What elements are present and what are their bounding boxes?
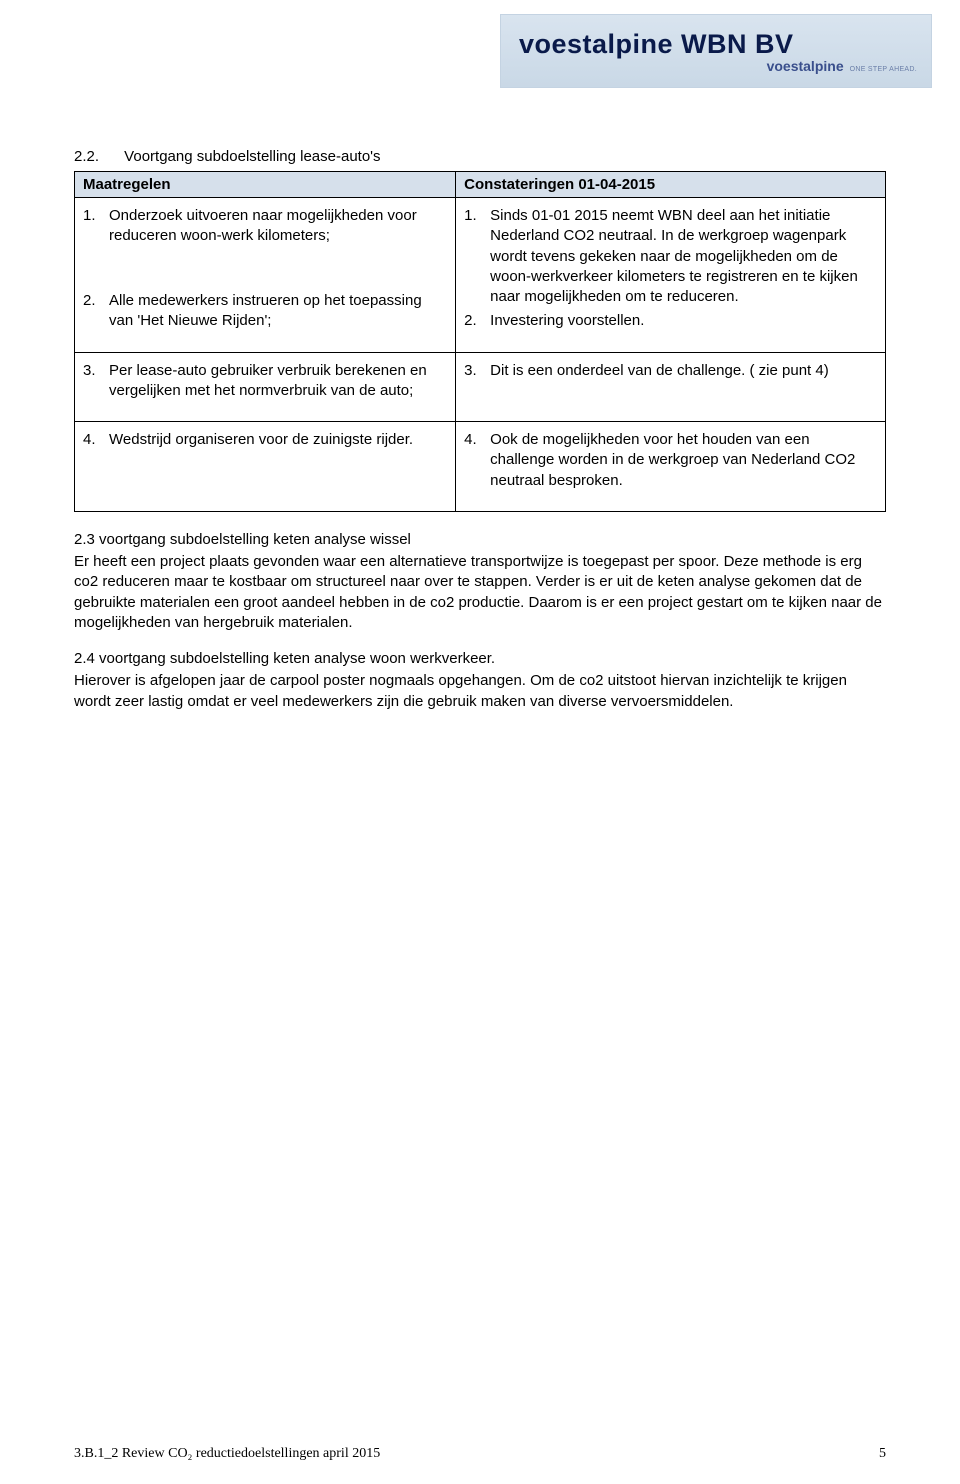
item-number: 4.	[464, 430, 490, 491]
body-text: 2.3 voortgang subdoelstelling keten anal…	[74, 530, 886, 712]
list-item: 1. Onderzoek uitvoeren naar mogelijkhede…	[83, 206, 447, 247]
section-number: 2.2.	[74, 148, 120, 165]
cell-left-4: 4. Wedstrijd organiseren voor de zuinigs…	[75, 422, 456, 512]
logo-main-text: voestalpine WBN BV	[519, 29, 917, 60]
paragraph-23: Er heeft een project plaats gevonden waa…	[74, 552, 886, 633]
cell-right-3: 3. Dit is een onderdeel van de challenge…	[456, 352, 886, 422]
table-row: 3. Per lease-auto gebruiker verbruik ber…	[75, 352, 886, 422]
content: 2.2. Voortgang subdoelstelling lease-aut…	[74, 18, 886, 712]
cell-right-4: 4. Ook de mogelijkheden voor het houden …	[456, 422, 886, 512]
item-text: Alle medewerkers instrueren op het toepa…	[109, 291, 447, 332]
th-constateringen: Constateringen 01-04-2015	[456, 172, 886, 198]
logo-tagline: ONE STEP AHEAD.	[850, 66, 917, 73]
item-text: Dit is een onderdeel van de challenge. (…	[490, 361, 877, 381]
section-title: Voortgang subdoelstelling lease-auto's	[124, 148, 380, 165]
page-footer: 3.B.1_2 Review CO₂ reductiedoelstellinge…	[74, 1446, 886, 1462]
item-number: 1.	[83, 206, 109, 247]
list-item: 1. Sinds 01-01 2015 neemt WBN deel aan h…	[464, 206, 877, 307]
subheading-24: 2.4 voortgang subdoelstelling keten anal…	[74, 649, 886, 669]
cell-left-3: 3. Per lease-auto gebruiker verbruik ber…	[75, 352, 456, 422]
logo-sub-text: voestalpine	[767, 58, 844, 74]
logo-banner: voestalpine WBN BV voestalpine ONE STEP …	[500, 14, 932, 88]
item-number: 3.	[464, 361, 490, 381]
section-heading: 2.2. Voortgang subdoelstelling lease-aut…	[74, 148, 886, 165]
item-text: Per lease-auto gebruiker verbruik bereke…	[109, 361, 447, 402]
subheading-23: 2.3 voortgang subdoelstelling keten anal…	[74, 530, 886, 550]
footer-page-number: 5	[879, 1446, 886, 1462]
table-header-row: Maatregelen Constateringen 01-04-2015	[75, 172, 886, 198]
footer-left: 3.B.1_2 Review CO₂ reductiedoelstellinge…	[74, 1446, 380, 1462]
list-item: 3. Per lease-auto gebruiker verbruik ber…	[83, 361, 447, 402]
list-item: 3. Dit is een onderdeel van de challenge…	[464, 361, 877, 381]
item-text: Ook de mogelijkheden voor het houden van…	[490, 430, 877, 491]
item-text: Sinds 01-01 2015 neemt WBN deel aan het …	[490, 206, 877, 307]
logo-sub-row: voestalpine ONE STEP AHEAD.	[519, 58, 917, 74]
page: voestalpine WBN BV voestalpine ONE STEP …	[0, 0, 960, 1484]
table-row: 4. Wedstrijd organiseren voor de zuinigs…	[75, 422, 886, 512]
item-text: Investering voorstellen.	[490, 311, 877, 331]
item-text: Wedstrijd organiseren voor de zuinigste …	[109, 430, 447, 450]
list-item: 2. Investering voorstellen.	[464, 311, 877, 331]
list-item: 4. Wedstrijd organiseren voor de zuinigs…	[83, 430, 447, 450]
item-number: 1.	[464, 206, 490, 307]
item-text: Onderzoek uitvoeren naar mogelijkheden v…	[109, 206, 447, 247]
paragraph-24: Hierover is afgelopen jaar de carpool po…	[74, 671, 886, 712]
item-number: 3.	[83, 361, 109, 402]
item-number: 2.	[83, 291, 109, 332]
cell-right-1-2: 1. Sinds 01-01 2015 neemt WBN deel aan h…	[456, 198, 886, 353]
table-row: 1. Onderzoek uitvoeren naar mogelijkhede…	[75, 198, 886, 353]
item-number: 4.	[83, 430, 109, 450]
list-item: 4. Ook de mogelijkheden voor het houden …	[464, 430, 877, 491]
measures-table: Maatregelen Constateringen 01-04-2015 1.…	[74, 171, 886, 512]
list-item: 2. Alle medewerkers instrueren op het to…	[83, 291, 447, 332]
item-number: 2.	[464, 311, 490, 331]
cell-left-1-2: 1. Onderzoek uitvoeren naar mogelijkhede…	[75, 198, 456, 353]
th-maatregelen: Maatregelen	[75, 172, 456, 198]
